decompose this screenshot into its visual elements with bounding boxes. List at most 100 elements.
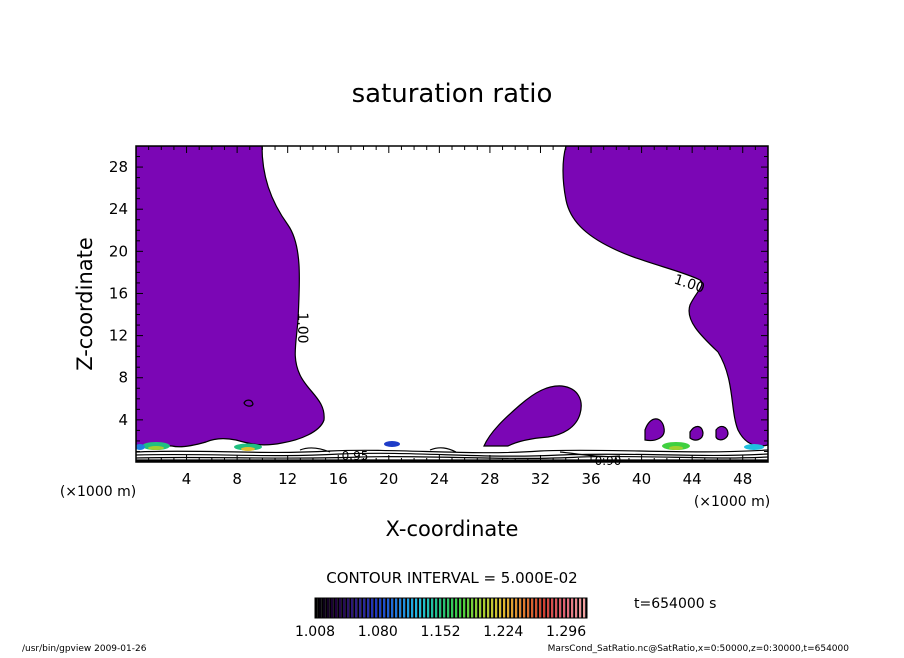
colorbar-cell-gap (357, 598, 359, 618)
colorbar-cell (579, 598, 582, 618)
x-tick-label: 40 (632, 470, 651, 488)
colorbar-cell (319, 598, 322, 618)
x-tick-label: 28 (480, 470, 499, 488)
colorbar-tick-label: 1.224 (483, 624, 523, 640)
colorbar-cell (415, 598, 418, 618)
colorbar-cell-gap (329, 598, 331, 618)
colorbar-cell (431, 598, 434, 618)
colorbar-cell (563, 598, 566, 618)
colorbar-cell-gap (449, 598, 451, 618)
time-label: t=654000 s (634, 596, 716, 612)
colorbar-cell-gap (361, 598, 363, 618)
colorbar-cell (395, 598, 398, 618)
colorbar-cell-gap (393, 598, 395, 618)
colorbar-cell-gap (433, 598, 435, 618)
x-axis: 4 8 12 16 20 24 28 32 36 40 44 48 (148, 146, 756, 488)
colorbar-cell-gap (341, 598, 343, 618)
colorbar-cell (339, 598, 342, 618)
colorbar-cell (547, 598, 550, 618)
colorbar-cell (511, 598, 514, 618)
colorbar-tick-label: 1.008 (295, 624, 335, 640)
colorbar-cell-gap (437, 598, 439, 618)
supersaturated-region-mid (483, 385, 582, 447)
colorbar-cell (391, 598, 394, 618)
colorbar-cell-gap (513, 598, 515, 618)
colorbar-cell-gap (485, 598, 487, 618)
colorbar-cell-gap (489, 598, 491, 618)
colorbar-cell-gap (413, 598, 415, 618)
colorbar-cell (419, 598, 422, 618)
colorbar-tick-label: 1.296 (546, 624, 586, 640)
colorbar-cell-gap (533, 598, 535, 618)
colorbar-cells (315, 598, 587, 618)
colorbar-cell-gap (425, 598, 427, 618)
colorbar-cell-gap (317, 598, 319, 618)
colorbar-cell (335, 598, 338, 618)
colorbar-cell (559, 598, 562, 618)
x-axis-label: X-coordinate (386, 517, 519, 541)
colorbar-cell-gap (477, 598, 479, 618)
colorbar-cell-gap (493, 598, 495, 618)
colorbar-cell-gap (337, 598, 339, 618)
colorbar-cell-gap (429, 598, 431, 618)
colorbar-cell (555, 598, 558, 618)
colorbar-cell-gap (525, 598, 527, 618)
colorbar-cell (379, 598, 382, 618)
colorbar-cell (523, 598, 526, 618)
colorbar-cell-gap (569, 598, 571, 618)
supersaturated-blob-1 (644, 418, 665, 442)
plot-area (136, 146, 768, 462)
colorbar-cell (479, 598, 482, 618)
supersaturated-blob-2 (689, 425, 704, 441)
colorbar-cell (387, 598, 390, 618)
x-tick-label: 44 (683, 470, 702, 488)
colorbar-cell-gap (481, 598, 483, 618)
colorbar-cell-gap (369, 598, 371, 618)
colorbar-cell (375, 598, 378, 618)
x-tick-label: 36 (581, 470, 600, 488)
colorbar-cell-gap (577, 598, 579, 618)
y-tick-label: 24 (109, 200, 128, 218)
footer-right: MarsCond_SatRatio.nc@SatRatio,x=0:50000,… (548, 644, 850, 654)
colorbar-cell (571, 598, 574, 618)
x-unit-label-left: (×1000 m) (60, 484, 136, 500)
contour-interval-text: CONTOUR INTERVAL = 5.000E-02 (326, 569, 577, 587)
colorbar-cell (491, 598, 494, 618)
colorbar-cell (531, 598, 534, 618)
colorbar-cell-gap (517, 598, 519, 618)
colorbar-cell (359, 598, 362, 618)
colorbar-cell (363, 598, 366, 618)
colorbar-cell (323, 598, 326, 618)
colorbar-cell-gap (545, 598, 547, 618)
colorbar-cell (383, 598, 386, 618)
colorbar-cell-gap (529, 598, 531, 618)
colorbar-cell (411, 598, 414, 618)
colorbar-cell (367, 598, 370, 618)
y-tick-label: 12 (109, 327, 128, 345)
contour-label-left: 1.00 (294, 312, 310, 343)
colorbar-cell (539, 598, 542, 618)
colorbar-cell-gap (549, 598, 551, 618)
colorbar-cell (475, 598, 478, 618)
colorbar-cell (527, 598, 530, 618)
supersaturated-blob-3 (715, 425, 729, 441)
colorbar-cell (355, 598, 358, 618)
colorbar-cell (467, 598, 470, 618)
colorbar-cell (567, 598, 570, 618)
colorbar-cell (403, 598, 406, 618)
colorbar-cell-gap (401, 598, 403, 618)
x-tick-label: 8 (232, 470, 242, 488)
colorbar-cell (435, 598, 438, 618)
colorbar-cell (443, 598, 446, 618)
colorbar-cell-gap (573, 598, 575, 618)
y-axis: 4 8 12 16 20 24 28 (109, 156, 768, 452)
colorbar-cell (439, 598, 442, 618)
colorbar-cell (499, 598, 502, 618)
x-tick-label: 24 (430, 470, 449, 488)
colorbar-cell-gap (373, 598, 375, 618)
colorbar-cell-gap (441, 598, 443, 618)
colorbar-cell (327, 598, 330, 618)
x-tick-label: 16 (329, 470, 348, 488)
contour-label-bottom-1: 0.95 (342, 449, 369, 463)
